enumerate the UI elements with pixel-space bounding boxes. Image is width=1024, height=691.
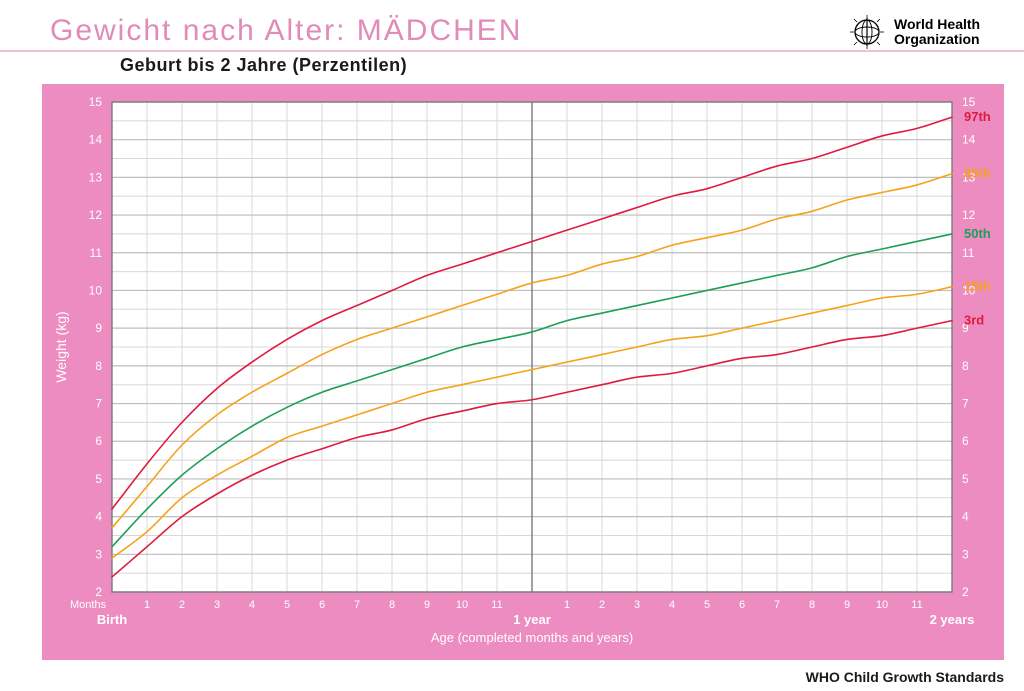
- svg-text:8: 8: [809, 599, 815, 611]
- header: Gewicht nach Alter: MÄDCHEN Geburt bis 2…: [0, 0, 1024, 82]
- svg-text:2: 2: [962, 585, 969, 599]
- who-logo: World Health Organization: [846, 10, 1006, 54]
- svg-text:11: 11: [491, 599, 502, 611]
- svg-text:8: 8: [389, 599, 395, 611]
- svg-text:6: 6: [739, 599, 745, 611]
- svg-text:11: 11: [962, 246, 975, 260]
- svg-text:1 year: 1 year: [513, 612, 551, 627]
- svg-text:Months: Months: [70, 599, 107, 611]
- who-text-2: Organization: [894, 32, 980, 47]
- svg-text:5: 5: [95, 472, 102, 486]
- svg-text:2: 2: [599, 599, 605, 611]
- growth-chart: 2233445566778899101011111212131314141515…: [42, 84, 1004, 660]
- who-text-1: World Health: [894, 17, 980, 32]
- svg-text:10: 10: [89, 283, 103, 297]
- page-title: Gewicht nach Alter: MÄDCHEN: [50, 14, 522, 48]
- svg-text:3rd: 3rd: [964, 313, 984, 328]
- svg-text:2 years: 2 years: [930, 612, 975, 627]
- svg-text:6: 6: [962, 434, 969, 448]
- chart-svg: 2233445566778899101011111212131314141515…: [42, 84, 1004, 660]
- svg-text:8: 8: [95, 359, 102, 373]
- svg-text:9: 9: [95, 321, 102, 335]
- svg-text:4: 4: [669, 599, 675, 611]
- svg-text:13: 13: [89, 170, 103, 184]
- svg-text:2: 2: [179, 599, 185, 611]
- footer-caption: WHO Child Growth Standards: [806, 669, 1004, 685]
- svg-text:6: 6: [95, 434, 102, 448]
- svg-text:11: 11: [90, 246, 103, 260]
- svg-text:50th: 50th: [964, 226, 991, 241]
- svg-text:7: 7: [962, 397, 969, 411]
- svg-text:4: 4: [95, 510, 102, 524]
- svg-text:4: 4: [962, 510, 969, 524]
- svg-text:3: 3: [214, 599, 220, 611]
- svg-text:14: 14: [89, 133, 103, 147]
- who-logo-text: World Health Organization: [894, 17, 980, 46]
- svg-text:7: 7: [774, 599, 780, 611]
- svg-text:Weight (kg): Weight (kg): [53, 311, 69, 382]
- svg-text:5: 5: [962, 472, 969, 486]
- svg-text:10: 10: [456, 599, 468, 611]
- svg-text:1: 1: [144, 599, 150, 611]
- svg-text:3: 3: [634, 599, 640, 611]
- svg-text:4: 4: [249, 599, 255, 611]
- svg-text:15: 15: [89, 95, 103, 109]
- svg-text:3: 3: [95, 547, 102, 561]
- who-emblem-icon: [846, 11, 888, 53]
- svg-text:5: 5: [704, 599, 710, 611]
- svg-text:2: 2: [95, 585, 102, 599]
- svg-text:12: 12: [962, 208, 976, 222]
- svg-text:9: 9: [844, 599, 850, 611]
- svg-text:8: 8: [962, 359, 969, 373]
- svg-text:10: 10: [876, 599, 888, 611]
- svg-text:15: 15: [962, 95, 976, 109]
- svg-text:1: 1: [564, 599, 570, 611]
- svg-text:12: 12: [89, 208, 103, 222]
- svg-text:97th: 97th: [964, 109, 991, 124]
- svg-text:85th: 85th: [964, 166, 991, 181]
- svg-text:Birth: Birth: [97, 612, 127, 627]
- page-subtitle: Geburt bis 2 Jahre (Perzentilen): [120, 55, 407, 76]
- svg-text:9: 9: [424, 599, 430, 611]
- svg-text:7: 7: [95, 397, 102, 411]
- svg-text:7: 7: [354, 599, 360, 611]
- svg-text:14: 14: [962, 133, 976, 147]
- svg-text:11: 11: [911, 599, 922, 611]
- svg-text:5: 5: [284, 599, 290, 611]
- svg-text:6: 6: [319, 599, 325, 611]
- svg-text:Age (completed months and year: Age (completed months and years): [431, 630, 633, 645]
- svg-text:3: 3: [962, 547, 969, 561]
- svg-text:15th: 15th: [964, 279, 991, 294]
